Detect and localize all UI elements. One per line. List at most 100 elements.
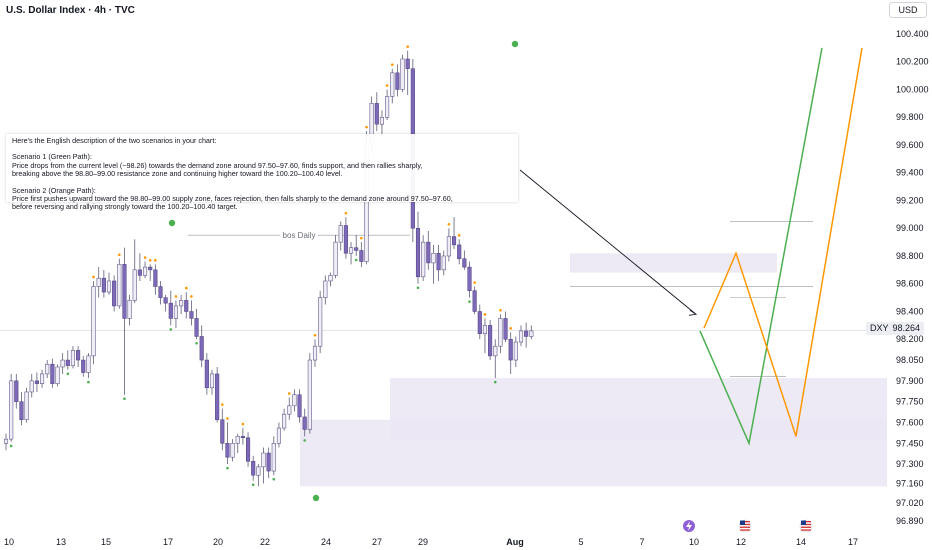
candle-body: [184, 300, 189, 312]
annotation-line: Here's the English description of the tw…: [12, 136, 217, 145]
candle-body: [14, 380, 19, 402]
y-tick-label: 97.900: [896, 376, 924, 386]
candle-body: [45, 363, 50, 375]
candle-body: [524, 330, 529, 337]
candle-body: [338, 225, 343, 243]
y-tick-label: 97.600: [896, 417, 924, 427]
y-tick-label: 99.800: [896, 112, 924, 122]
pivot-low-marker: [354, 258, 358, 262]
us-flag-icon: [740, 520, 745, 525]
pivot-high-marker: [154, 259, 157, 262]
pivot-low-marker: [66, 372, 70, 376]
annotation-line: breaking above the 98.80–99.00 resistanc…: [12, 169, 343, 179]
pivot-low-marker: [87, 380, 90, 384]
y-tick-label: 100.400: [896, 29, 929, 39]
currency-button[interactable]: USD: [889, 2, 927, 18]
y-tick-label: 99.000: [896, 223, 924, 233]
x-tick-label: 20: [213, 537, 223, 547]
candle-body: [29, 380, 34, 393]
zone-box: [570, 253, 777, 273]
candle-body: [137, 269, 142, 276]
candle-body: [343, 225, 348, 254]
x-tick-label: 27: [372, 537, 382, 547]
candle-body: [282, 413, 287, 429]
candle-body: [323, 280, 328, 298]
candle-body: [19, 401, 24, 420]
x-tick-label: 10: [689, 537, 699, 547]
pivot-low-marker: [416, 286, 420, 290]
candle-body: [246, 437, 251, 462]
pivot-low-marker: [303, 439, 307, 442]
pivot-high-marker: [241, 422, 245, 426]
pivot-high-marker: [143, 256, 147, 259]
candle-body: [390, 72, 395, 97]
pivot-high-marker: [457, 234, 461, 237]
pivot-low-marker: [468, 300, 471, 303]
candle-body: [318, 297, 323, 347]
candle-body: [230, 443, 235, 458]
pivot-high-marker: [226, 417, 229, 420]
pivot-low-marker: [195, 341, 198, 345]
pivot-high-marker: [184, 286, 188, 290]
candle-body: [488, 325, 493, 357]
candle-body: [251, 461, 256, 476]
y-tick-label: 98.800: [896, 251, 924, 261]
zones: [300, 253, 887, 487]
x-tick-label: 5: [578, 537, 583, 547]
candle-body: [209, 373, 215, 389]
annotation-note[interactable]: Here's the English description of the tw…: [6, 134, 518, 211]
candle-body: [441, 255, 446, 271]
levels: bos Daily: [188, 169, 813, 378]
pivot-low-marker: [251, 483, 255, 487]
event-icons: [683, 519, 813, 533]
x-tick-label: 17: [163, 537, 173, 547]
candle-body: [194, 318, 199, 337]
candle-body: [271, 443, 276, 472]
candle-body: [436, 252, 441, 271]
green-scenario-path: [699, 47, 823, 446]
pivot-low-marker: [493, 380, 497, 384]
candle-body: [287, 405, 292, 415]
annotation-line: Scenario 1 (Green Path):: [12, 152, 92, 162]
candle-body: [148, 266, 153, 271]
us-flag-icon: [740, 526, 750, 528]
candle-body: [81, 359, 86, 373]
x-tick-label: 15: [101, 537, 111, 547]
candle-body: [482, 325, 487, 334]
candle-body: [292, 394, 297, 407]
candle-body: [431, 252, 436, 264]
candle-body: [225, 443, 230, 458]
y-tick-label: 97.160: [896, 479, 924, 489]
candle-body: [50, 363, 55, 384]
candle-body: [297, 394, 302, 418]
bos-label: bos Daily: [283, 231, 316, 240]
candle-body: [307, 359, 312, 430]
candle-body: [117, 264, 122, 307]
candle-body: [235, 436, 240, 444]
candle-body: [457, 244, 462, 260]
candle-body: [9, 380, 14, 440]
x-tick-label: 24: [321, 537, 331, 547]
pivot-high-marker: [483, 313, 487, 316]
y-tick-label: 98.200: [896, 334, 924, 344]
symbol-label: DXY: [870, 323, 889, 333]
candle-body: [24, 391, 29, 420]
y-tick-label: 100.000: [896, 84, 929, 94]
x-tick-label: 29: [418, 537, 428, 547]
trendline-arrow: [688, 309, 698, 316]
pivot-high-marker: [287, 392, 291, 395]
pivot-high-marker: [360, 236, 363, 240]
candle-body: [76, 350, 81, 361]
candle-body: [158, 286, 163, 298]
y-tick-label: 97.450: [896, 438, 924, 448]
candle-body: [60, 359, 65, 368]
zone-box: [300, 419, 887, 487]
pivot-markers: [9, 40, 519, 502]
candle-body: [65, 359, 70, 366]
candle-body: [204, 359, 209, 389]
candle-body: [91, 286, 96, 357]
y-tick-label: 97.750: [896, 397, 924, 407]
candle-body: [379, 116, 384, 125]
y-tick-label: 100.200: [896, 57, 929, 67]
